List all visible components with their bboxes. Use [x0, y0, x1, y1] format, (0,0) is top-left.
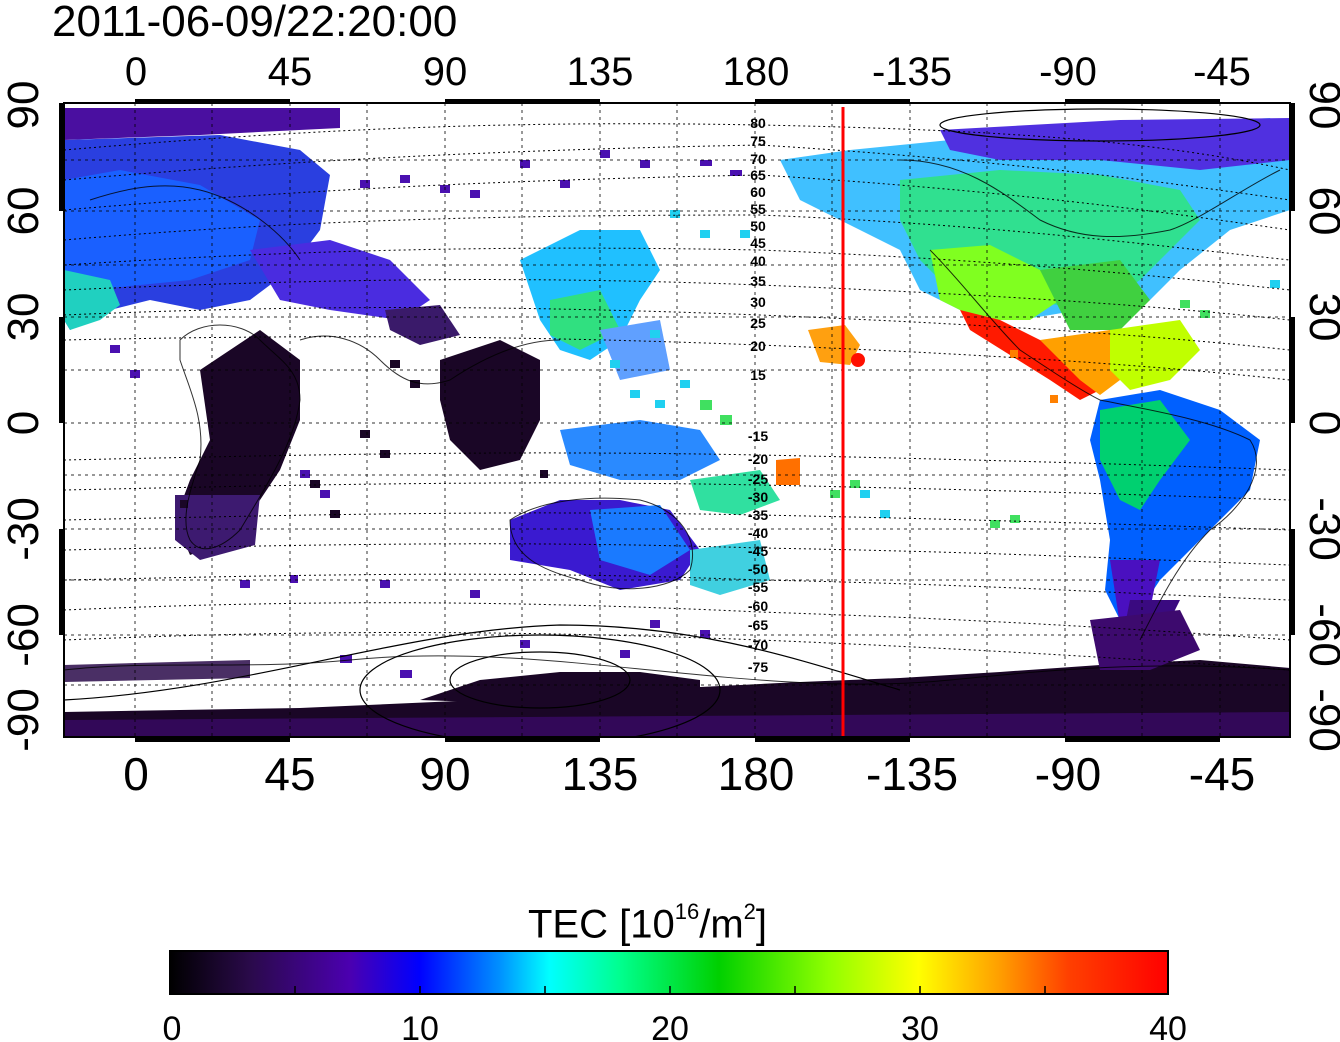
- tec-region-south-asia: [385, 305, 460, 345]
- top-lon-tick: 135: [567, 50, 634, 94]
- mlat-label: -25: [748, 471, 768, 487]
- mlat-label: 55: [750, 201, 766, 217]
- colorbar-tick: 10: [401, 1010, 439, 1042]
- left-lat-tick: 90: [0, 81, 48, 130]
- top-lon-tick: 90: [423, 50, 468, 94]
- left-lat-tick: 0: [0, 411, 48, 435]
- bottom-lon-tick: -90: [1035, 748, 1101, 800]
- mlat-label: -35: [748, 507, 768, 523]
- left-lat-tick: 60: [0, 187, 48, 236]
- tec-data: [64, 108, 1290, 737]
- top-lon-tick: -45: [1193, 50, 1251, 94]
- left-lat-tick: -30: [0, 497, 48, 561]
- mlat-label: -20: [748, 451, 768, 467]
- colorbar-title-unit-exponent: 2: [743, 899, 756, 924]
- tec-region-hawaii: [808, 325, 860, 365]
- left-lat-tick: -90: [0, 688, 48, 752]
- colorbar-tick: 20: [651, 1010, 689, 1042]
- bottom-lon-tick: 180: [718, 748, 795, 800]
- mlat-label: 45: [750, 235, 766, 251]
- mlat-label: 50: [750, 218, 766, 234]
- bottom-lon-tick: 90: [419, 748, 470, 800]
- mlat-label: -30: [748, 489, 768, 505]
- mlat-label: 80: [750, 115, 766, 131]
- mlat-label: 35: [750, 273, 766, 289]
- colorbar-title-close: ]: [755, 902, 768, 947]
- mlat-label: 15: [750, 367, 766, 383]
- mlat-label: 70: [750, 151, 766, 167]
- left-lat-tick: 30: [0, 293, 48, 342]
- map-frame: [59, 99, 1295, 742]
- mlat-label: 25: [750, 315, 766, 331]
- mlat-label: 65: [750, 167, 766, 183]
- colorbar-title-unit: /m: [699, 902, 744, 947]
- mlat-label: 20: [750, 338, 766, 354]
- mlat-label: -55: [748, 579, 768, 595]
- mlat-label: -75: [748, 659, 768, 675]
- mlat-label: -65: [748, 617, 768, 633]
- graticule: [64, 103, 1290, 737]
- map-plot-area: [64, 103, 1290, 737]
- magnetic-latitude-labels: 80 75 70 65 60 55 50 45 40 35 30 25 20 1…: [748, 115, 768, 675]
- left-lat-tick: -60: [0, 603, 48, 667]
- right-latitude-ticks: 90 60 30 0 -30 -60 -90: [1300, 81, 1340, 752]
- right-lat-tick: -90: [1300, 688, 1340, 752]
- right-lat-tick: 60: [1300, 187, 1340, 236]
- mlat-label: 40: [750, 253, 766, 269]
- colorbar-tick: 0: [163, 1010, 182, 1042]
- colorbar-tick: 40: [1149, 1010, 1187, 1042]
- bottom-lon-tick: 45: [264, 748, 315, 800]
- mlat-label: -45: [748, 543, 768, 559]
- mlat-label: -50: [748, 561, 768, 577]
- left-latitude-ticks: 90 60 30 0 -30 -60 -90: [0, 81, 48, 752]
- top-lon-tick: 180: [723, 50, 790, 94]
- right-lat-tick: -30: [1300, 497, 1340, 561]
- bottom-lon-tick: 0: [123, 748, 149, 800]
- bottom-lon-tick: -135: [866, 748, 958, 800]
- bottom-lon-tick: -45: [1189, 748, 1255, 800]
- mlat-label: 60: [750, 184, 766, 200]
- right-lat-tick: 90: [1300, 81, 1340, 130]
- tec-region-arctic: [64, 108, 340, 140]
- right-lat-tick: -60: [1300, 603, 1340, 667]
- timestamp-title: 2011-06-09/22:20:00: [52, 0, 458, 46]
- colorbar: 0 10 20 30 40: [163, 950, 1187, 1042]
- bottom-lon-tick: 135: [562, 748, 639, 800]
- mlat-label: -70: [748, 637, 768, 653]
- bottom-longitude-ticks: 0 45 90 135 180 -135 -90 -45: [123, 748, 1255, 800]
- mlat-label: -15: [748, 428, 768, 444]
- mlat-label: -40: [748, 525, 768, 541]
- top-lon-tick: 0: [125, 50, 147, 94]
- magnetic-latitude-contours: [64, 123, 1290, 671]
- mlat-label: 75: [750, 133, 766, 149]
- colorbar-gradient: [169, 950, 1169, 995]
- colorbar-title-main: TEC [10: [528, 902, 675, 947]
- mlat-label: 30: [750, 294, 766, 310]
- colorbar-title-exponent: 16: [674, 899, 700, 924]
- top-lon-tick: -135: [872, 50, 952, 94]
- right-lat-tick: 30: [1300, 293, 1340, 342]
- mlat-label: -60: [748, 598, 768, 614]
- top-lon-tick: 45: [268, 50, 313, 94]
- colorbar-title: TEC [1016/m2]: [528, 893, 767, 947]
- top-longitude-ticks: 0 45 90 135 180 -135 -90 -45: [125, 50, 1251, 94]
- top-lon-tick: -90: [1039, 50, 1097, 94]
- right-lat-tick: 0: [1300, 411, 1340, 435]
- colorbar-tick: 30: [901, 1010, 939, 1042]
- coastlines: [64, 159, 1290, 685]
